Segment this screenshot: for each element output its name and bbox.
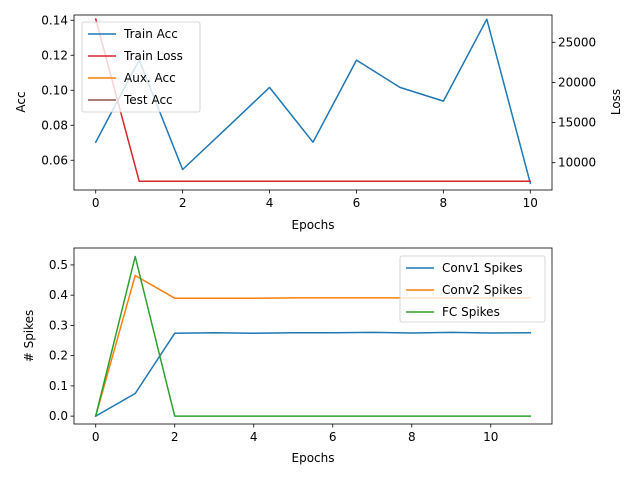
- y-tick-label: 0.5: [49, 258, 68, 272]
- y2-tick-label: 10000: [558, 156, 596, 170]
- y2-tick-label: 15000: [558, 116, 596, 130]
- legend-box: [399, 255, 546, 323]
- series-line-train-acc: [94, 18, 532, 185]
- y2-axis-label: Loss: [609, 89, 623, 115]
- y-tick-label: 0.3: [49, 318, 68, 332]
- x-axis-label: Epochs: [292, 218, 335, 232]
- legend-label: Test Acc: [123, 93, 173, 107]
- y-tick-label: 0.1: [49, 379, 68, 393]
- x-tick-label: 6: [353, 196, 361, 210]
- accuracy-loss-chart: 0 2 4 6 8 10 0.06 0.08 0.10 0.12 0.14 10000 15000 200…: [14, 13, 623, 232]
- y-tick-label: 0.4: [49, 288, 68, 302]
- legend-label: Aux. Acc: [124, 71, 176, 85]
- x-tick-label: 0: [92, 196, 100, 210]
- legend: Conv1 Spikes Conv2 Spikes FC Spikes: [399, 255, 546, 323]
- x-tick-label: 4: [250, 430, 258, 444]
- ticks: 0 2 4 6 8 10 0.06 0.08 0.10 0.12 0.14 10000 15000 200…: [41, 13, 596, 210]
- legend-label: Train Acc: [123, 27, 178, 41]
- spikes-chart: 0 2 4 6 8 10 0.0 0.1 0.2 0.3 0.4 0.5 Epochs # Spike…: [22, 247, 553, 465]
- y-tick-label: 0.0: [49, 409, 68, 423]
- plot-frame: [73, 247, 553, 425]
- y-tick-label: 0.2: [49, 349, 68, 363]
- axes-frame: [73, 247, 553, 425]
- x-tick-label: 8: [408, 430, 416, 444]
- y-tick-label: 0.06: [41, 153, 68, 167]
- series-line-conv1-spikes: [94, 331, 532, 418]
- y-tick-label: 0.14: [41, 13, 68, 27]
- y2-tick-label: 20000: [558, 75, 596, 89]
- x-tick-label: 6: [329, 430, 337, 444]
- x-tick-label: 4: [266, 196, 274, 210]
- plot-frame: [73, 14, 553, 191]
- axes-frame: [73, 14, 553, 191]
- series-layer: [94, 18, 532, 185]
- x-tick-label: 2: [179, 196, 187, 210]
- x-tick-label: 0: [92, 430, 100, 444]
- x-tick-label: 10: [483, 430, 498, 444]
- series-line-fc-spikes: [94, 255, 532, 418]
- series-line-train-loss: [94, 18, 532, 182]
- legend-box: [81, 21, 201, 113]
- y-tick-label: 0.08: [41, 118, 68, 132]
- y2-tick-label: 25000: [558, 35, 596, 49]
- x-tick-label: 8: [440, 196, 448, 210]
- ticks: 0 2 4 6 8 10 0.0 0.1 0.2 0.3 0.4 0.5: [49, 258, 499, 444]
- y-axis-label: Acc: [14, 91, 28, 112]
- y-tick-label: 0.12: [41, 48, 68, 62]
- x-axis-label: Epochs: [292, 451, 335, 465]
- legend: Train Acc Train Loss Aux. Acc Test Acc: [81, 21, 201, 113]
- x-tick-label: 10: [523, 196, 538, 210]
- legend-label: Conv2 Spikes: [442, 283, 523, 297]
- legend-label: Conv1 Spikes: [442, 261, 523, 275]
- x-tick-label: 2: [171, 430, 179, 444]
- y-axis-label: # Spikes: [22, 310, 36, 363]
- legend-label: FC Spikes: [442, 305, 500, 319]
- legend-label: Train Loss: [123, 49, 183, 63]
- y-tick-label: 0.10: [41, 83, 68, 97]
